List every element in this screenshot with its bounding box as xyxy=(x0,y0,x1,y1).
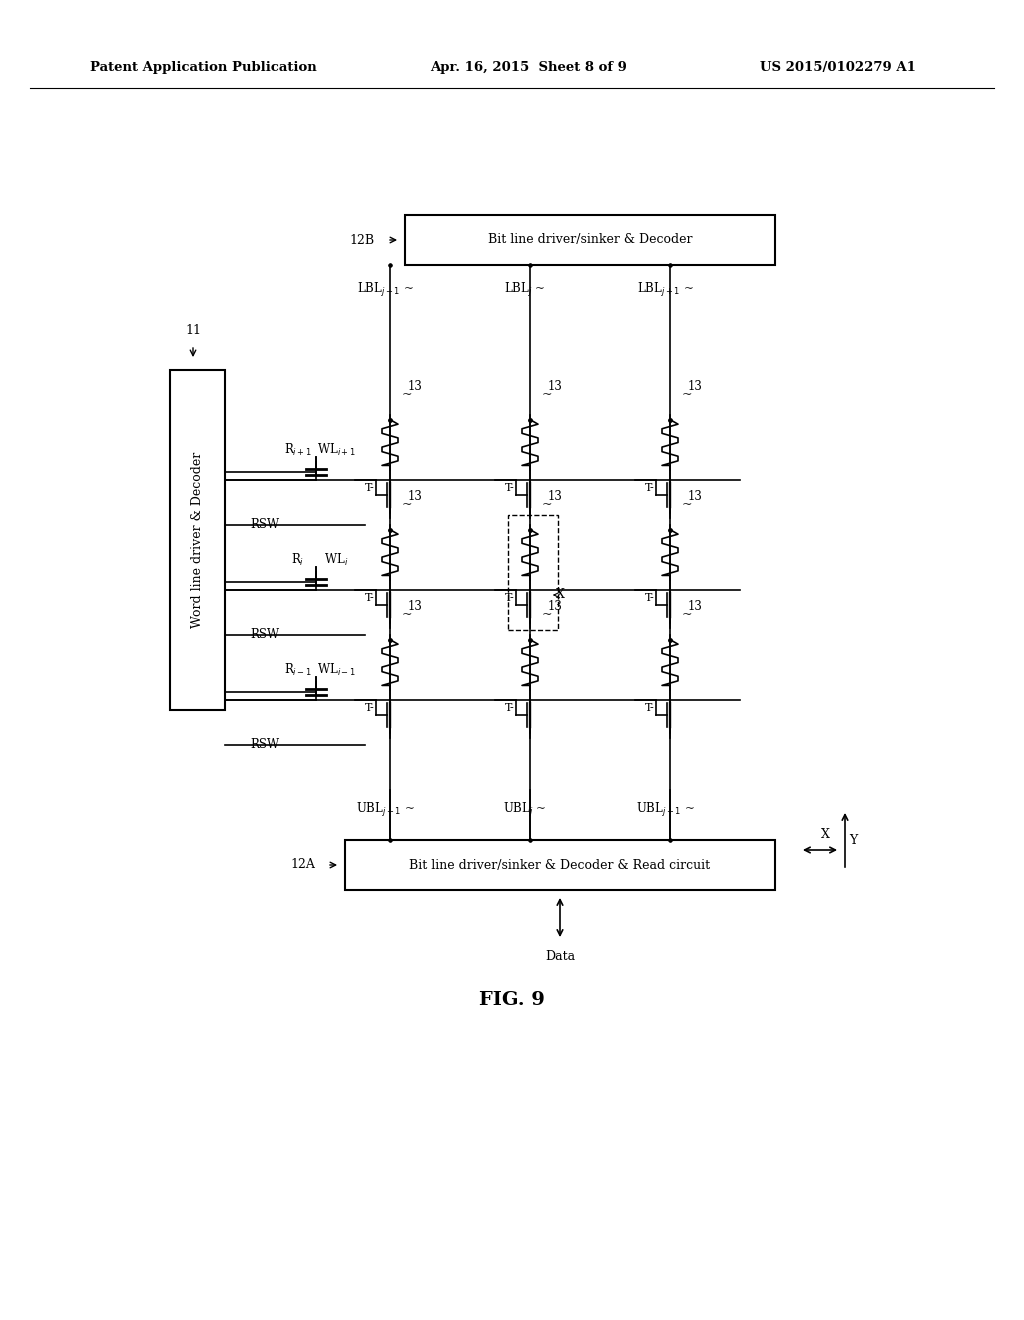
Text: RSW: RSW xyxy=(251,738,280,751)
Text: R$_{i-1}$: R$_{i-1}$ xyxy=(284,661,312,678)
Text: T-: T- xyxy=(366,704,375,713)
Text: ~: ~ xyxy=(682,609,692,622)
Text: R$_i$: R$_i$ xyxy=(292,552,304,568)
Text: 12B: 12B xyxy=(350,234,375,247)
Text: 13: 13 xyxy=(688,491,702,503)
Bar xyxy=(170,370,225,710)
Bar xyxy=(406,215,775,265)
Text: Word line driver & Decoder: Word line driver & Decoder xyxy=(191,451,204,628)
Text: T-: T- xyxy=(505,593,515,603)
Text: Bit line driver/sinker & Decoder: Bit line driver/sinker & Decoder xyxy=(487,234,692,247)
Text: T-: T- xyxy=(645,483,655,492)
Text: 13: 13 xyxy=(408,380,423,393)
Text: ~: ~ xyxy=(402,609,413,622)
Text: 13: 13 xyxy=(548,380,563,393)
Text: Data: Data xyxy=(545,950,575,964)
Text: T-: T- xyxy=(505,704,515,713)
Text: T-: T- xyxy=(366,593,375,603)
Text: T-: T- xyxy=(645,593,655,603)
Text: Patent Application Publication: Patent Application Publication xyxy=(90,62,316,74)
Text: T-: T- xyxy=(645,704,655,713)
Text: RSW: RSW xyxy=(251,519,280,532)
Text: 13: 13 xyxy=(688,601,702,614)
Text: ~: ~ xyxy=(542,609,553,622)
Bar xyxy=(508,515,558,630)
Text: 13: 13 xyxy=(548,601,563,614)
Text: ~: ~ xyxy=(542,499,553,511)
Text: X: X xyxy=(820,829,829,842)
Text: LBL$_{j+1}$ ~: LBL$_{j+1}$ ~ xyxy=(637,281,693,300)
Text: 13: 13 xyxy=(548,491,563,503)
Text: UBL$_j$ ~: UBL$_j$ ~ xyxy=(503,801,547,818)
Text: UBL$_{j+1}$ ~: UBL$_{j+1}$ ~ xyxy=(636,801,694,818)
Bar xyxy=(345,840,775,890)
Text: US 2015/0102279 A1: US 2015/0102279 A1 xyxy=(760,62,915,74)
Text: R$_{i+1}$: R$_{i+1}$ xyxy=(284,442,312,458)
Text: ~: ~ xyxy=(542,388,553,401)
Text: WL$_{i-1}$: WL$_{i-1}$ xyxy=(316,661,355,678)
Text: 13: 13 xyxy=(408,491,423,503)
Text: WL$_i$: WL$_i$ xyxy=(324,552,348,568)
Text: LBL$_j$ ~: LBL$_j$ ~ xyxy=(505,281,546,300)
Text: ~: ~ xyxy=(402,388,413,401)
Text: ~: ~ xyxy=(682,499,692,511)
Text: Apr. 16, 2015  Sheet 8 of 9: Apr. 16, 2015 Sheet 8 of 9 xyxy=(430,62,627,74)
Text: ~: ~ xyxy=(402,499,413,511)
Text: UBL$_{j-1}$ ~: UBL$_{j-1}$ ~ xyxy=(355,801,415,818)
Text: 13: 13 xyxy=(688,380,702,393)
Text: T-: T- xyxy=(505,483,515,492)
Text: LBL$_{j-1}$ ~: LBL$_{j-1}$ ~ xyxy=(356,281,414,300)
Text: Y: Y xyxy=(849,833,857,846)
Text: 12A: 12A xyxy=(290,858,315,871)
Text: RSW: RSW xyxy=(251,628,280,642)
Text: T-: T- xyxy=(366,483,375,492)
Text: Bit line driver/sinker & Decoder & Read circuit: Bit line driver/sinker & Decoder & Read … xyxy=(410,858,711,871)
Text: FIG. 9: FIG. 9 xyxy=(479,991,545,1008)
Text: X: X xyxy=(556,589,564,602)
Text: WL$_{i+1}$: WL$_{i+1}$ xyxy=(316,442,355,458)
Text: 13: 13 xyxy=(408,601,423,614)
Text: ~: ~ xyxy=(682,388,692,401)
Text: 11: 11 xyxy=(185,323,201,337)
